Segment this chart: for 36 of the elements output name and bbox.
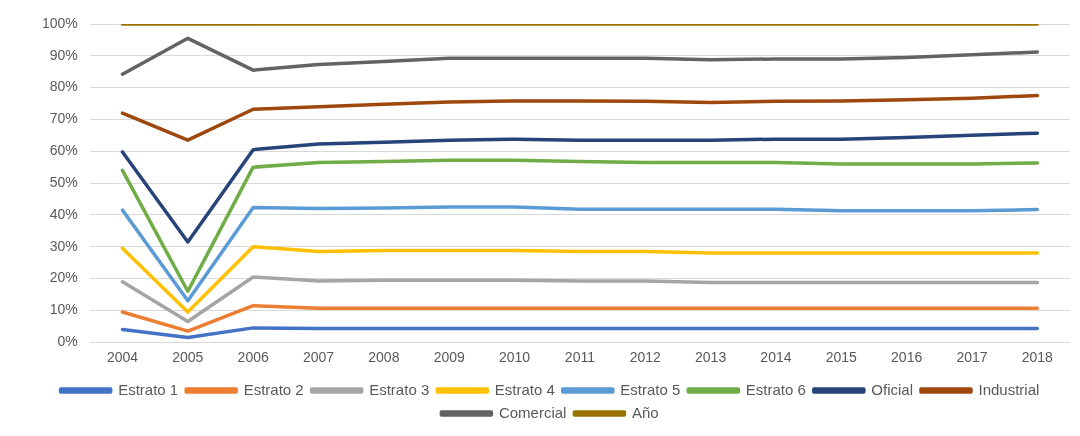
y-tick-label: 10% <box>49 301 78 318</box>
x-tick-label: 2011 <box>564 349 596 366</box>
y-tick-label: 80% <box>49 78 78 95</box>
y-tick-label: 0% <box>57 333 78 350</box>
y-tick-label: 40% <box>49 205 78 222</box>
x-tick-label: 2008 <box>368 349 400 366</box>
x-tick-label: 2010 <box>498 349 531 366</box>
legend-label: Industrial <box>978 380 1040 398</box>
x-tick-label: 2007 <box>302 349 335 366</box>
y-tick-label: 20% <box>49 269 78 286</box>
y-tick-label: 100% <box>41 14 78 31</box>
x-tick-label: 2016 <box>891 349 923 366</box>
x-tick-label: 2004 <box>106 349 139 366</box>
y-tick-label: 30% <box>49 237 78 254</box>
x-tick-label: 2015 <box>825 349 858 366</box>
x-tick-label: 2009 <box>433 349 465 366</box>
y-tick-label: 70% <box>49 110 78 127</box>
legend-label: Año <box>631 403 659 421</box>
x-tick-label: 2012 <box>629 349 662 366</box>
legend-label: Estrato 2 <box>243 380 304 398</box>
legend-label: Oficial <box>871 380 914 398</box>
legend-label: Estrato 3 <box>369 380 430 398</box>
y-tick-label: 90% <box>49 46 78 63</box>
y-tick-label: 60% <box>49 142 78 159</box>
legend-label: Estrato 5 <box>620 380 681 398</box>
legend-label: Comercial <box>498 403 567 421</box>
x-tick-label: 2013 <box>695 349 727 366</box>
x-tick-label: 2017 <box>956 349 988 366</box>
legend-label: Estrato 4 <box>494 380 555 398</box>
x-tick-label: 2006 <box>237 349 269 366</box>
y-tick-label: 50% <box>49 173 78 190</box>
x-tick-label: 2005 <box>172 349 204 366</box>
legend-label: Estrato 1 <box>118 380 179 398</box>
x-tick-label: 2018 <box>1021 349 1054 366</box>
x-tick-label: 2014 <box>760 349 792 366</box>
legend-label: Estrato 6 <box>745 380 806 398</box>
